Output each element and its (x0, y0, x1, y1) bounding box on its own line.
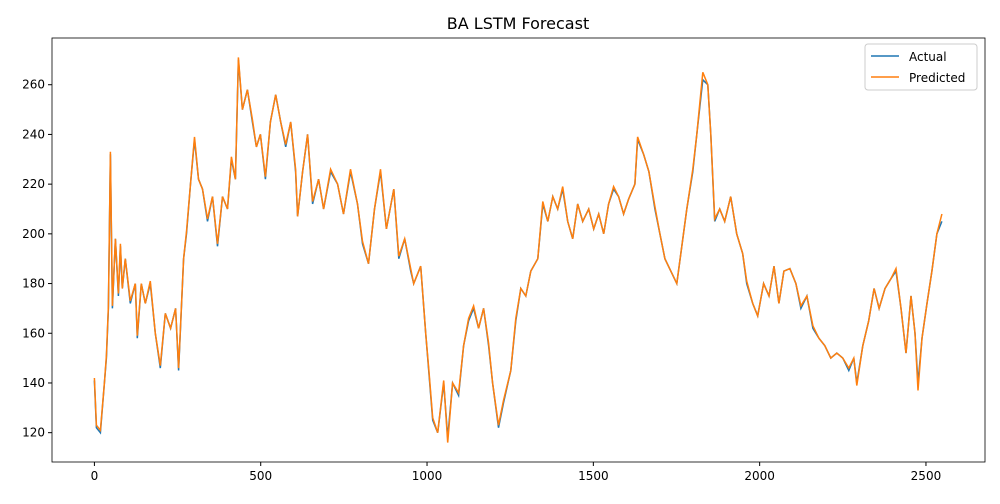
series-line (93, 57, 943, 443)
y-tick-label: 260 (22, 78, 45, 92)
x-tick-label: 1500 (578, 469, 609, 483)
x-tick-label: 2000 (744, 469, 775, 483)
plot-frame (51, 37, 986, 463)
series-line (93, 59, 943, 438)
x-tick-label: 500 (249, 469, 272, 483)
x-tick-label: 0 (91, 469, 99, 483)
legend-label: Predicted (909, 71, 965, 85)
x-tick-label: 2500 (911, 469, 942, 483)
y-tick-label: 120 (22, 426, 45, 440)
y-tick-label: 240 (22, 127, 45, 141)
y-tick-label: 220 (22, 177, 45, 191)
legend-label: Actual (909, 50, 947, 64)
y-tick-label: 160 (22, 326, 45, 340)
y-tick-label: 140 (22, 376, 45, 390)
y-tick-label: 180 (22, 277, 45, 291)
chart-title: BA LSTM Forecast (447, 14, 589, 33)
x-tick-label: 1000 (412, 469, 443, 483)
y-tick-label: 200 (22, 227, 45, 241)
